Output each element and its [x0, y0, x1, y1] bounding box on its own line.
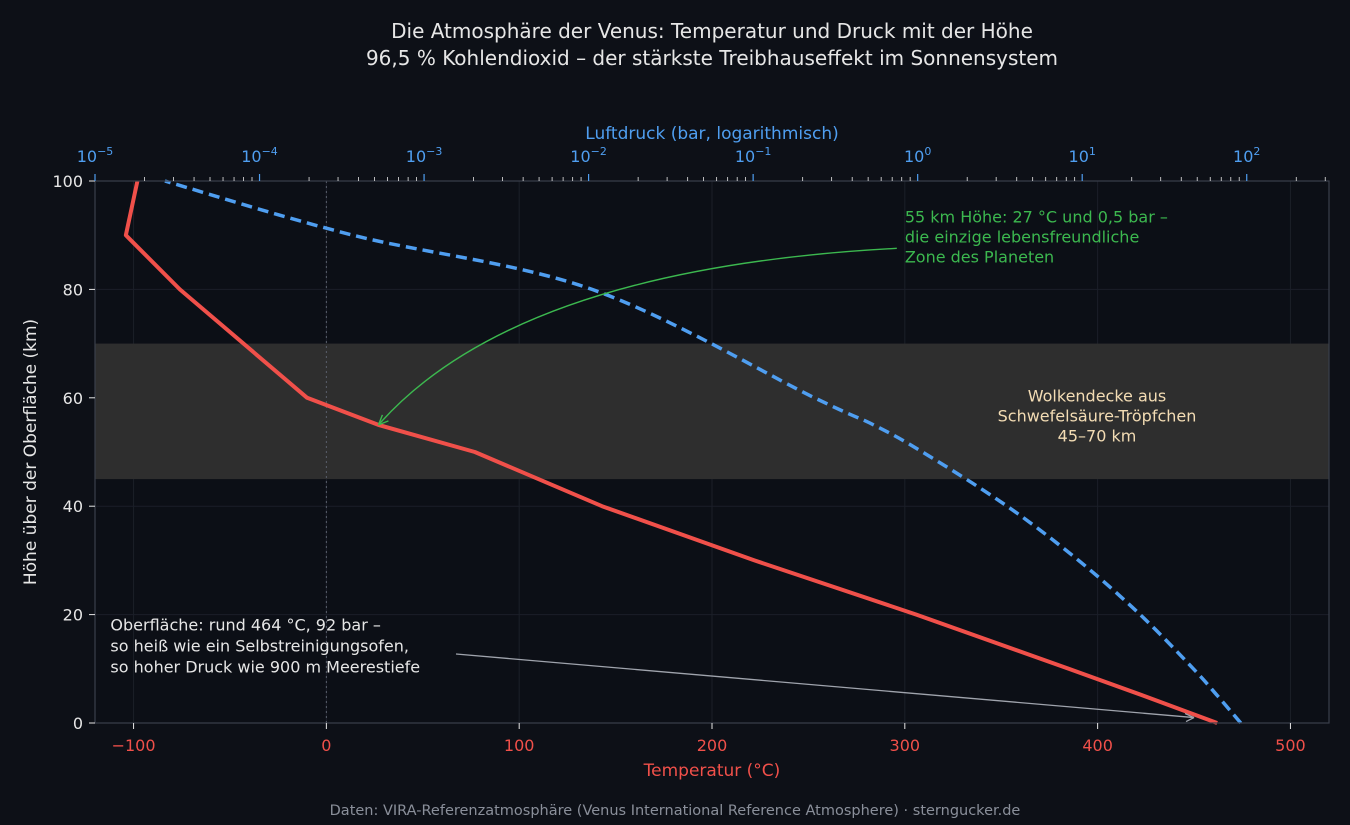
x2-tick-exponent: 0 — [924, 145, 931, 158]
annotations: 55 km Höhe: 27 °C und 0,5 bar –die einzi… — [110, 207, 1195, 723]
y-tick-label: 0 — [73, 714, 83, 733]
surface-note-line: Oberfläche: rund 464 °C, 92 bar – — [110, 615, 380, 634]
x-tick-label: 0 — [321, 736, 331, 755]
temperature-series-line — [123, 180, 1218, 725]
x-tick-label: 100 — [504, 736, 535, 755]
habitable-zone-note-line: 55 km Höhe: 27 °C und 0,5 bar – — [905, 207, 1168, 226]
x2-tick-exponent: 1 — [1089, 145, 1096, 158]
x-tick-label: 400 — [1082, 736, 1113, 755]
pressure-series-line — [164, 179, 1243, 725]
habitable-zone-arrow — [377, 247, 897, 426]
x-tick-label: 500 — [1275, 736, 1306, 755]
x-tick-label: −100 — [112, 736, 156, 755]
x2-tick-exponent: −1 — [755, 145, 771, 158]
cloud-band-label-line: Wolkendecke aus — [1028, 386, 1167, 405]
cloud-band-label-line: 45–70 km — [1058, 426, 1137, 445]
x-tick-label: 200 — [697, 736, 728, 755]
chart-subtitle: 96,5 % Kohlendioxid – der stärkste Treib… — [366, 46, 1058, 70]
x2-axis-label: Luftdruck (bar, logarithmisch) — [585, 124, 838, 144]
y-tick-label: 40 — [63, 497, 83, 516]
cloud-band — [95, 343, 1329, 480]
x2-tick-exponent: 2 — [1253, 145, 1260, 158]
y-tick-label: 60 — [63, 389, 83, 408]
x2-tick-exponent: −2 — [591, 145, 607, 158]
x-tick-label: 300 — [890, 736, 921, 755]
x2-tick-exponent: −4 — [262, 145, 278, 158]
series — [123, 179, 1243, 725]
cloud-band-label: Wolkendecke ausSchwefelsäure-Tröpfchen45… — [998, 386, 1197, 445]
surface-note-arrowhead — [1184, 712, 1195, 723]
y-tick-label: 100 — [52, 172, 83, 191]
x-axis-label: Temperatur (°C) — [643, 761, 781, 781]
y-axis-label: Höhe über der Oberfläche (km) — [21, 319, 41, 585]
habitable-zone-arrowhead — [377, 414, 389, 426]
surface-note-arrow — [455, 653, 1195, 719]
surface-note-line: so heiß wie ein Selbstreinigungsofen, — [110, 636, 409, 655]
x2-tick-exponent: −3 — [426, 145, 442, 158]
cloud-band-label-line: Schwefelsäure-Tröpfchen — [998, 406, 1197, 425]
y-tick-label: 80 — [63, 280, 83, 299]
y-tick-label: 20 — [63, 606, 83, 625]
x2-tick-exponent: −5 — [97, 145, 113, 158]
chart-title: Die Atmosphäre der Venus: Temperatur und… — [391, 19, 1033, 43]
habitable-zone-note-line: die einzige lebensfreundliche — [905, 227, 1139, 246]
habitable-zone-note-line: Zone des Planeten — [905, 247, 1054, 266]
surface-note-line: so hoher Druck wie 900 m Meerestiefe — [110, 657, 420, 676]
footer-source: Daten: VIRA-Referenzatmosphäre (Venus In… — [330, 803, 1021, 819]
